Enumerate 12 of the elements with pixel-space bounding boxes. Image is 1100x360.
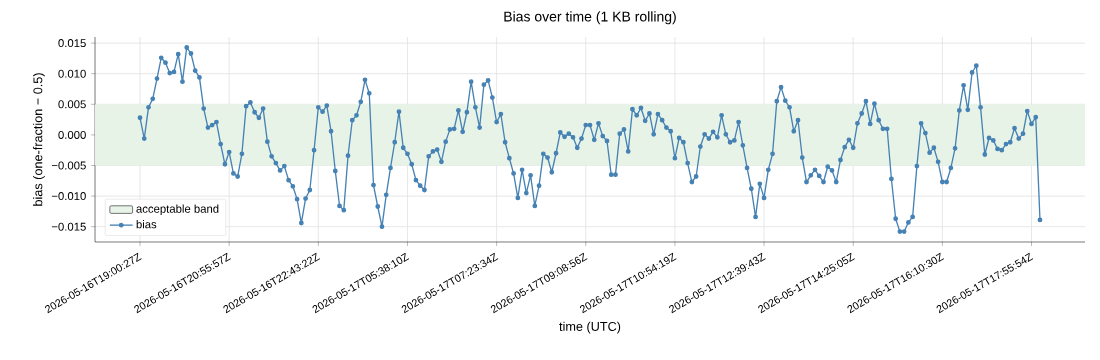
legend-label: acceptable band (136, 204, 219, 216)
chart-title: Bias over time (1 KB rolling) (504, 11, 676, 25)
y-tick-label: −0.015 (51, 222, 86, 231)
legend-label: bias (136, 220, 157, 229)
y-axis-title: bias (one-fraction − 0.5) (33, 73, 45, 206)
y-tick-label: −0.010 (51, 192, 86, 201)
y-tick-label: 0.005 (58, 100, 86, 109)
x-axis-title: time (UTC) (559, 321, 621, 334)
y-tick-label: 0.010 (58, 69, 86, 78)
y-tick-label: 0.015 (58, 39, 86, 48)
y-tick-label: 0.000 (58, 130, 86, 139)
y-tick-label: −0.005 (51, 161, 86, 170)
